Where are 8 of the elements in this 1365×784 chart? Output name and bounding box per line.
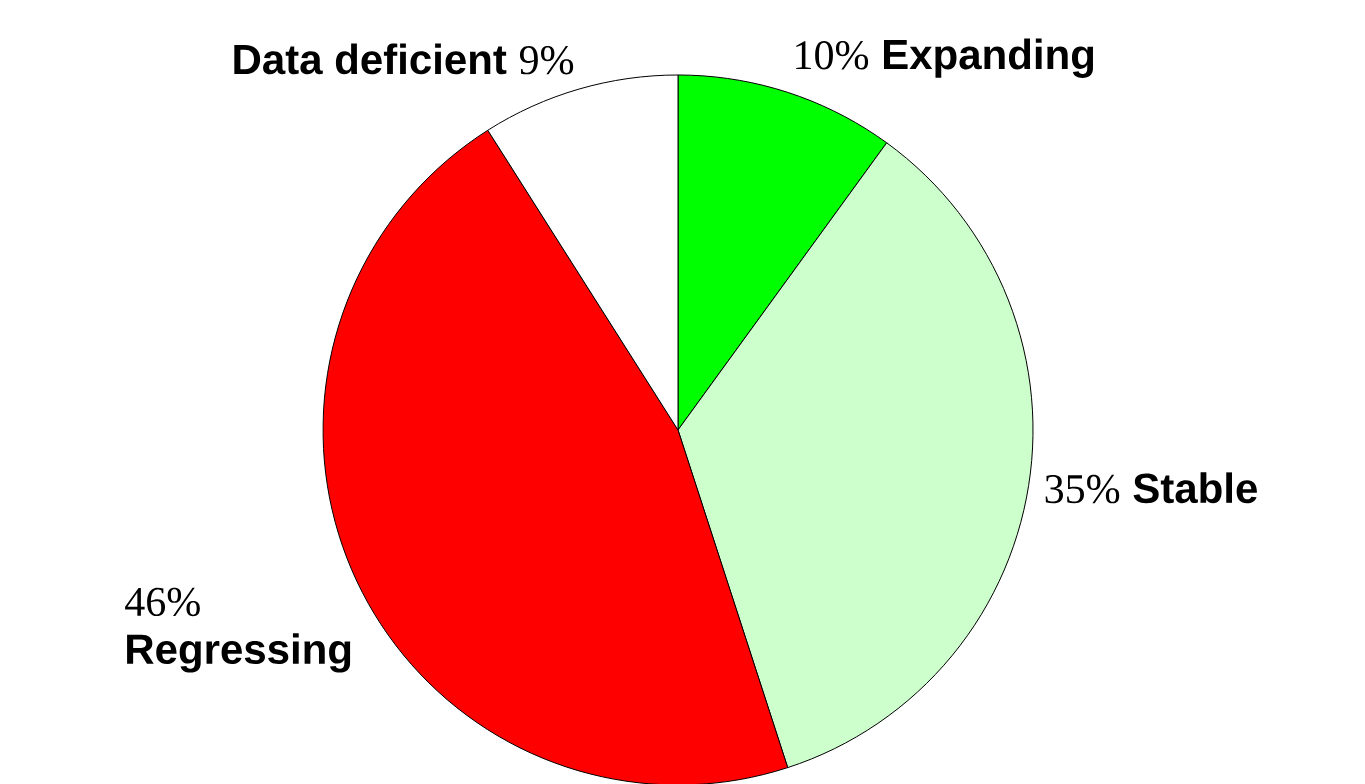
data-label: 10% (796, 41, 869, 70)
data-label: 46% (125, 587, 200, 617)
data-label: 35% (1045, 474, 1120, 504)
slice-label: Expanding (884, 38, 1094, 78)
data-label: 9% (519, 45, 574, 75)
slice-label: Stable (1133, 472, 1257, 504)
slice-label: Data deficient (234, 43, 507, 75)
slice-label: Regressing (127, 633, 351, 673)
